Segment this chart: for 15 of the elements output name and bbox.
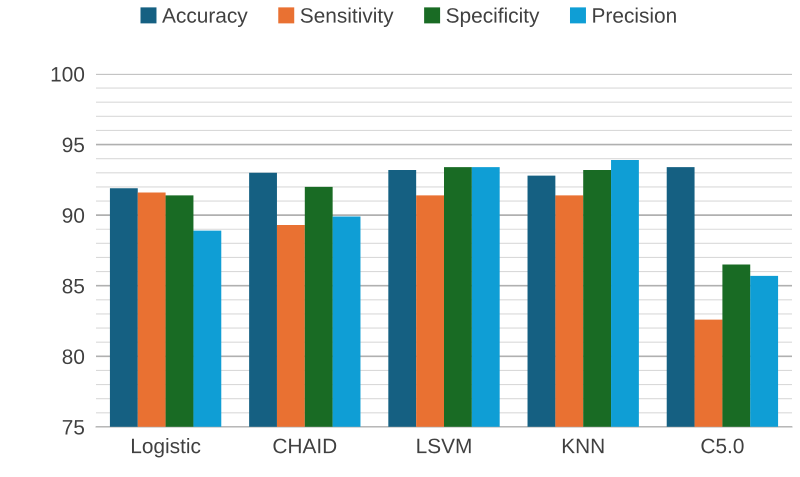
- legend-label: Sensitivity: [300, 8, 394, 27]
- x-tick-label: C5.0: [701, 438, 744, 454]
- legend-label: Precision: [593, 8, 676, 23]
- y-tick-label: 85: [62, 278, 84, 294]
- x-tick-label: Logistic: [132, 438, 200, 458]
- y-tick-label: 75: [62, 420, 84, 435]
- y-tick-label: 95: [62, 138, 84, 152]
- x-tick-label: LSVM: [417, 438, 471, 454]
- x-tick-label: CHAID: [273, 438, 336, 454]
- y-tick-label: 100: [52, 66, 84, 82]
- y-tick-label: 80: [62, 349, 84, 364]
- y-tick-label: 90: [62, 208, 84, 223]
- x-tick-label: KNN: [562, 438, 604, 454]
- legend-label: Specificity: [446, 8, 540, 27]
- legend-label: Accuracy: [162, 8, 248, 27]
